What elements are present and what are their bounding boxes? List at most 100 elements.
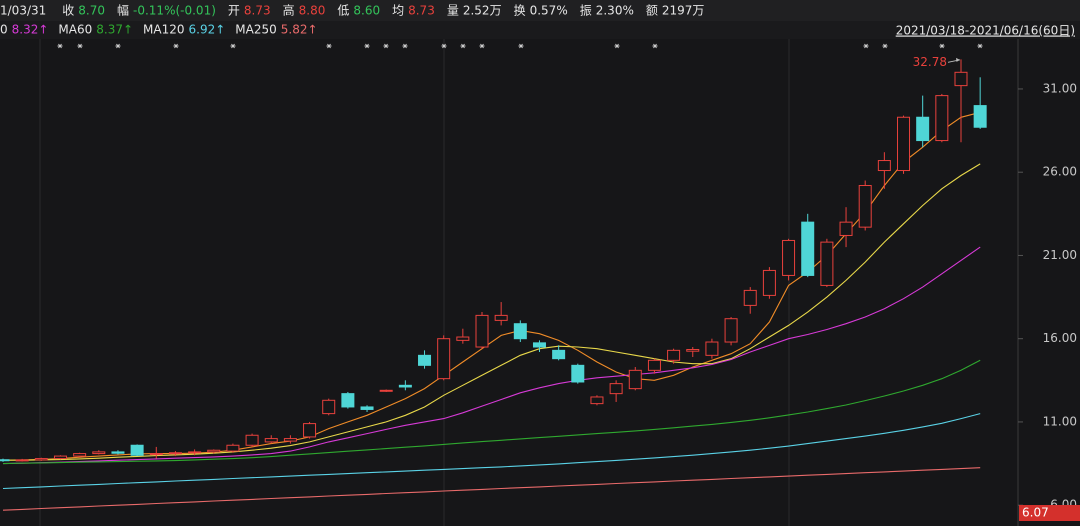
candle-body — [609, 383, 623, 395]
candle-body — [513, 323, 527, 340]
event-star — [230, 43, 236, 49]
max-annotation: 32.78 — [913, 55, 947, 69]
event-star — [479, 43, 485, 49]
legend-name: MA120 — [143, 23, 184, 37]
candle-body — [954, 71, 968, 87]
max-arrowhead — [956, 57, 960, 62]
candle-body — [552, 349, 566, 360]
candle-body — [283, 438, 297, 442]
candle-body — [973, 105, 987, 128]
quote-label: 量 — [447, 4, 459, 18]
candle-body — [92, 451, 106, 455]
candle-body — [532, 342, 546, 348]
candle-body — [667, 349, 681, 361]
candle-body — [398, 384, 412, 388]
candle-body — [782, 239, 796, 276]
candle-body — [168, 452, 182, 455]
candle-body — [188, 451, 202, 454]
candle-body — [686, 349, 700, 352]
candle-body — [877, 160, 891, 172]
event-star — [383, 43, 389, 49]
legend-value: 8.32↑ — [12, 23, 49, 37]
candle-body — [418, 354, 432, 366]
candle-body — [571, 364, 585, 383]
candle-body — [647, 359, 661, 371]
candle-body — [456, 336, 470, 341]
ma-line — [2, 467, 981, 511]
ma-line — [2, 413, 981, 490]
candle-body — [839, 221, 853, 236]
quote-label: 低 — [337, 4, 349, 18]
event-star — [326, 43, 332, 49]
candle-body — [360, 406, 374, 410]
event-star — [977, 43, 983, 49]
quote-value: 8.73 — [244, 4, 271, 18]
candle-body — [916, 116, 930, 142]
event-star — [863, 43, 869, 49]
candle-body — [0, 459, 10, 462]
quote-value: 8.73 — [408, 4, 435, 18]
candle-body — [341, 393, 355, 408]
event-star — [364, 43, 370, 49]
candle-body — [590, 396, 604, 405]
event-star — [402, 43, 408, 49]
candle-body — [858, 185, 872, 228]
candle-body — [743, 289, 757, 306]
legend-value: 8.37↑ — [96, 23, 133, 37]
candle-body — [322, 399, 336, 415]
quote-label: 高 — [283, 3, 295, 18]
date-range[interactable]: 2021/03/18-2021/06/16(60日) — [896, 24, 1075, 38]
candle-body — [303, 423, 317, 438]
candle-body — [34, 458, 48, 461]
event-star — [115, 43, 121, 49]
quote-value: 2197万 — [662, 4, 705, 18]
event-star — [518, 43, 524, 49]
candle-body — [494, 314, 508, 321]
candle-body — [379, 389, 393, 392]
candle-body — [762, 269, 776, 296]
event-star — [77, 43, 83, 49]
candle-body — [15, 459, 29, 462]
quote-label: 开 — [228, 4, 240, 18]
quote-label: 均 — [392, 4, 404, 18]
candle-body — [226, 444, 240, 452]
legend-name: MA60 — [58, 23, 92, 37]
event-star — [939, 43, 945, 49]
ma-line — [2, 111, 981, 461]
quote-value: 2.30% — [596, 4, 634, 18]
candle-body — [935, 95, 949, 142]
candle-body — [475, 314, 489, 348]
candle-body — [130, 444, 144, 456]
quote-label: 额 — [646, 4, 658, 18]
candle-body — [73, 453, 87, 457]
quote-value: 8.70 — [78, 4, 105, 18]
candle-body — [628, 369, 642, 390]
candle-body — [801, 221, 815, 276]
quote-value: 0.57% — [530, 4, 568, 18]
y-tick-label: 26.00 — [1043, 165, 1077, 179]
event-star — [441, 43, 447, 49]
candle-body — [207, 449, 221, 453]
event-star — [460, 43, 466, 49]
y-tick-label: 16.00 — [1043, 331, 1077, 345]
candle-body — [111, 451, 125, 454]
y-tick-label: 11.00 — [1043, 414, 1077, 428]
legend-value: 6.92↑ — [189, 23, 226, 37]
quote-label: 换 — [514, 4, 526, 18]
price-marker-box — [1019, 505, 1080, 521]
quote-value: 2.52万 — [463, 4, 502, 18]
quote-bar — [0, 0, 1080, 21]
event-star — [882, 43, 888, 49]
y-tick-label: 21.00 — [1043, 248, 1077, 262]
ma-fragment: 0 — [0, 23, 8, 37]
legend-value: 5.82↑ — [281, 23, 318, 37]
y-tick-label: 31.00 — [1043, 81, 1077, 95]
candle-body — [724, 318, 738, 343]
event-star — [57, 43, 63, 49]
candle-body — [264, 438, 278, 443]
candle-body — [897, 116, 911, 172]
quote-label: 收 — [62, 4, 74, 18]
event-star — [614, 43, 620, 49]
quote-label: 幅 — [117, 3, 129, 18]
quote-value: -0.11%(-0.01) — [133, 4, 216, 18]
